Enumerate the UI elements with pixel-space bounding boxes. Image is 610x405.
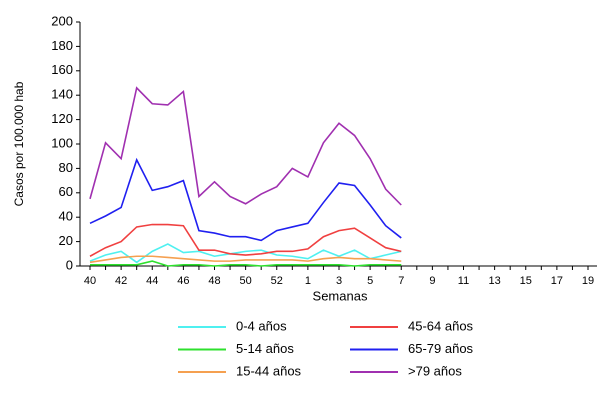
legend-label: 45-64 años: [408, 318, 474, 333]
x-tick-label: 11: [458, 275, 469, 287]
x-tick-label: 50: [240, 275, 252, 287]
y-tick-label: 40: [59, 209, 73, 224]
x-tick-label: 7: [398, 275, 404, 287]
y-tick-label: 160: [51, 62, 73, 77]
x-tick-label: 9: [429, 275, 435, 287]
y-tick-label: 120: [51, 111, 73, 126]
series-line: [90, 260, 402, 267]
legend-label: 5-14 años: [236, 341, 294, 356]
x-tick-label: 15: [520, 275, 532, 287]
legend-label: 15-44 años: [236, 363, 302, 378]
legend-label: 0-4 años: [236, 318, 287, 333]
y-axis-label: Casos por 100.000 hab: [12, 81, 26, 206]
x-tick-label: 48: [208, 275, 220, 287]
series-line: [89, 255, 402, 264]
y-tick-label: 80: [59, 160, 73, 175]
y-tick-label: 20: [59, 233, 73, 248]
x-tick-label: 52: [271, 275, 283, 287]
y-tick-label: 0: [66, 257, 73, 272]
x-axis-label: Semanas: [313, 288, 368, 303]
y-tick-label: 100: [51, 135, 73, 150]
x-tick-label: 13: [489, 275, 501, 287]
x-tick-label: 46: [177, 275, 189, 287]
series-line: [89, 157, 402, 242]
series-line: [89, 243, 402, 264]
series-line: [89, 223, 402, 257]
x-tick-label: 42: [115, 275, 127, 287]
x-tick-label: 3: [336, 275, 342, 287]
x-tick-label: 19: [582, 275, 594, 287]
x-tick-label: 17: [551, 275, 563, 287]
x-tick-label: 40: [84, 275, 96, 287]
series-line: [89, 86, 402, 206]
x-tick-label: 1: [305, 275, 311, 287]
y-tick-label: 60: [59, 184, 73, 199]
legend-label: 65-79 años: [408, 341, 474, 356]
x-tick-label: 44: [146, 275, 158, 287]
x-tick-label: 5: [367, 275, 373, 287]
legend-label: >79 años: [408, 363, 462, 378]
y-tick-label: 140: [51, 87, 73, 102]
y-tick-label: 200: [51, 13, 73, 28]
y-tick-label: 180: [51, 38, 73, 53]
